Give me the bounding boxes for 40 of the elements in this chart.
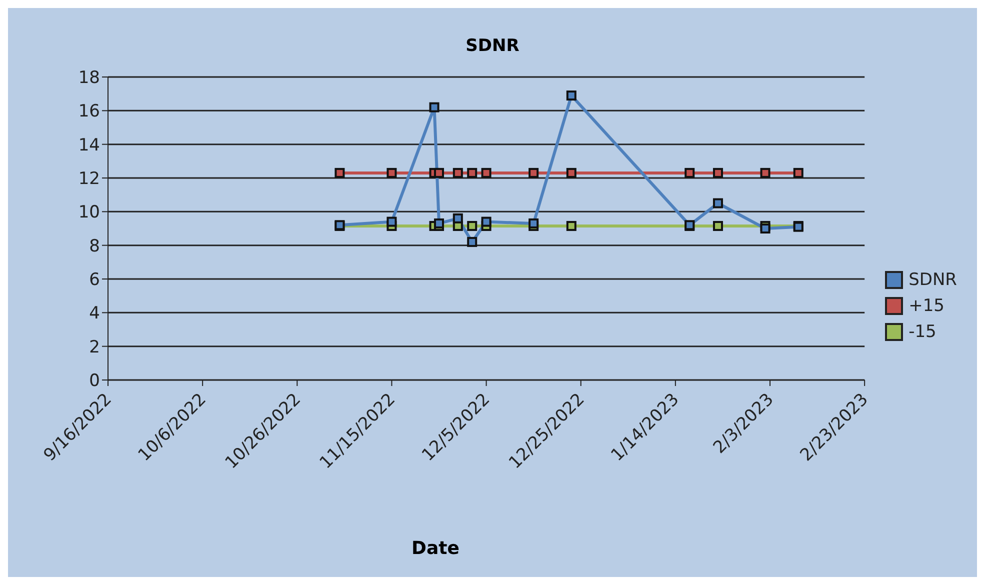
point	[386, 168, 397, 178]
point	[429, 102, 440, 112]
point	[684, 168, 695, 178]
point	[712, 168, 723, 178]
point	[467, 220, 478, 231]
point	[793, 168, 804, 178]
legend-label: -15	[908, 322, 936, 342]
point	[566, 90, 576, 101]
point	[481, 168, 492, 178]
point	[467, 168, 478, 178]
y-tick-label: 10	[78, 202, 100, 223]
y-tick-label: 6	[89, 270, 100, 290]
x-axis-title: Date	[410, 538, 460, 559]
point	[566, 168, 576, 178]
y-tick-label: 0	[89, 371, 100, 392]
point	[712, 220, 723, 231]
point	[452, 213, 463, 224]
y-tick-label: 8	[89, 236, 100, 256]
point	[434, 218, 444, 228]
point	[481, 216, 492, 227]
point	[434, 168, 444, 178]
point	[760, 168, 770, 178]
point	[760, 224, 770, 234]
y-tick-label: 16	[78, 102, 100, 122]
point	[467, 236, 478, 247]
point	[712, 198, 723, 208]
y-tick-label: 2	[89, 337, 100, 358]
chart-title: SDNR	[464, 36, 520, 56]
point	[334, 168, 345, 178]
y-tick-label: 18	[78, 68, 100, 88]
y-tick-label: 4	[89, 304, 100, 324]
legend-label: SDNR	[908, 270, 957, 290]
point	[528, 168, 539, 178]
point	[452, 168, 463, 178]
y-tick-label: 12	[78, 169, 100, 190]
legend-label: +15	[908, 296, 944, 316]
y-tick-label: 14	[78, 135, 100, 156]
point	[566, 220, 576, 231]
point	[528, 218, 539, 228]
point	[386, 216, 397, 227]
